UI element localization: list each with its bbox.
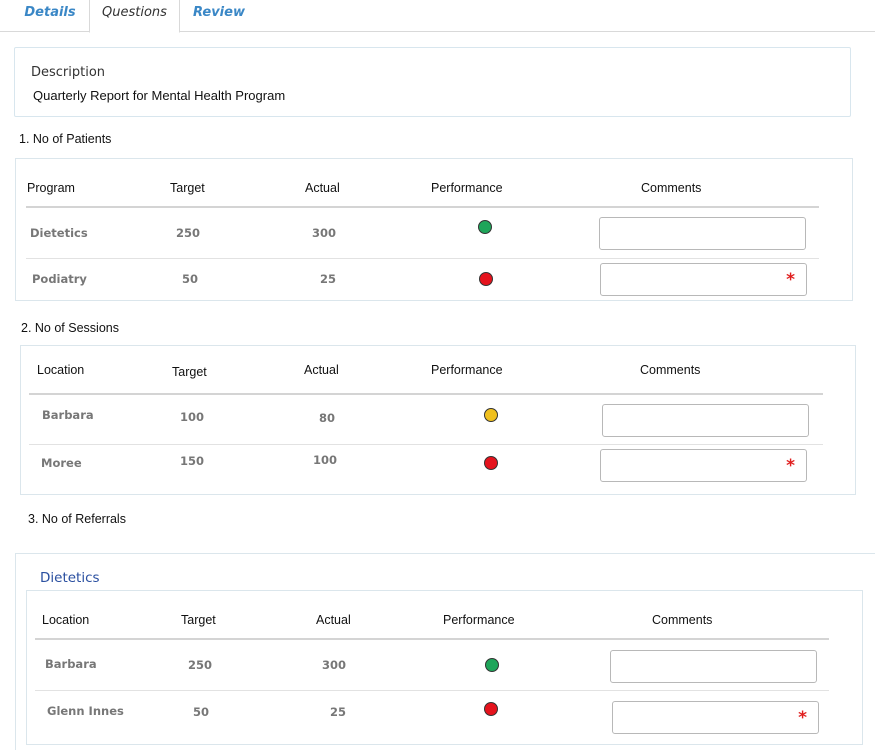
row-name: Glenn Innes [47, 704, 124, 718]
column-header-program: Program [27, 181, 75, 195]
tab-questions[interactable]: Questions [89, 0, 180, 33]
comment-input[interactable] [599, 217, 806, 250]
required-asterisk-icon: * [786, 270, 795, 290]
required-asterisk-icon: * [786, 456, 795, 476]
question-3-outer-panel: Dietetics [15, 553, 875, 750]
row-name: Barbara [42, 408, 94, 422]
column-header-actual: Actual [305, 181, 340, 195]
column-header-comments: Comments [652, 613, 713, 627]
row-divider [29, 444, 823, 445]
row-actual: 300 [312, 226, 337, 240]
performance-indicator-red [484, 702, 498, 716]
row-target: 100 [180, 410, 205, 424]
comment-input[interactable]: * [612, 701, 819, 734]
required-asterisk-icon: * [798, 708, 807, 728]
performance-indicator-amber [484, 408, 498, 422]
performance-indicator-green [485, 658, 499, 672]
row-actual: 25 [320, 272, 337, 286]
performance-indicator-red [484, 456, 498, 470]
question-3-panel: Location Target Actual Performance Comme… [26, 590, 863, 745]
column-header-target: Target [170, 181, 205, 195]
performance-indicator-red [479, 272, 493, 286]
row-divider [26, 258, 819, 259]
description-label: Description [31, 65, 106, 80]
column-header-performance: Performance [431, 363, 503, 377]
column-header-target: Target [181, 613, 216, 627]
tab-bar: Details Questions Review [0, 0, 875, 33]
comment-input[interactable]: * [600, 263, 807, 296]
row-actual: 80 [319, 411, 336, 425]
question-3-title: 3. No of Referrals [28, 512, 126, 526]
column-header-comments: Comments [640, 363, 701, 377]
row-target: 250 [188, 658, 213, 672]
row-name: Dietetics [30, 226, 88, 240]
tab-details[interactable]: Details [24, 5, 76, 20]
column-header-location: Location [37, 363, 85, 377]
header-divider [26, 206, 819, 208]
column-header-actual: Actual [304, 363, 339, 377]
comment-input[interactable]: * [600, 449, 807, 482]
row-target: 50 [193, 705, 210, 719]
question-2-title: 2. No of Sessions [21, 321, 119, 335]
row-divider [35, 690, 829, 691]
column-header-performance: Performance [443, 613, 515, 627]
column-header-actual: Actual [316, 613, 351, 627]
row-name: Podiatry [32, 272, 87, 286]
column-header-location: Location [42, 613, 90, 627]
row-actual: 100 [313, 453, 338, 467]
tab-review[interactable]: Review [193, 5, 245, 20]
row-target: 250 [176, 226, 201, 240]
comment-input[interactable] [602, 404, 809, 437]
description-value: Quarterly Report for Mental Health Progr… [33, 88, 286, 103]
header-divider [35, 638, 829, 640]
row-actual: 300 [322, 658, 347, 672]
header-divider [29, 393, 823, 395]
row-target: 50 [182, 272, 199, 286]
column-header-target: Target [172, 365, 207, 379]
question-1-title: 1. No of Patients [19, 132, 112, 146]
column-header-performance: Performance [431, 181, 503, 195]
row-actual: 25 [330, 705, 347, 719]
row-name: Barbara [45, 657, 97, 671]
question-1-panel: Program Target Actual Performance Commen… [15, 158, 853, 301]
column-header-comments: Comments [641, 181, 702, 195]
performance-indicator-green [478, 220, 492, 234]
row-target: 150 [180, 454, 205, 468]
description-panel: Description Quarterly Report for Mental … [14, 47, 851, 117]
subheading-dietetics: Dietetics [40, 570, 100, 586]
row-name: Moree [41, 456, 82, 470]
comment-input[interactable] [610, 650, 817, 683]
question-2-panel: Location Target Actual Performance Comme… [20, 345, 856, 495]
